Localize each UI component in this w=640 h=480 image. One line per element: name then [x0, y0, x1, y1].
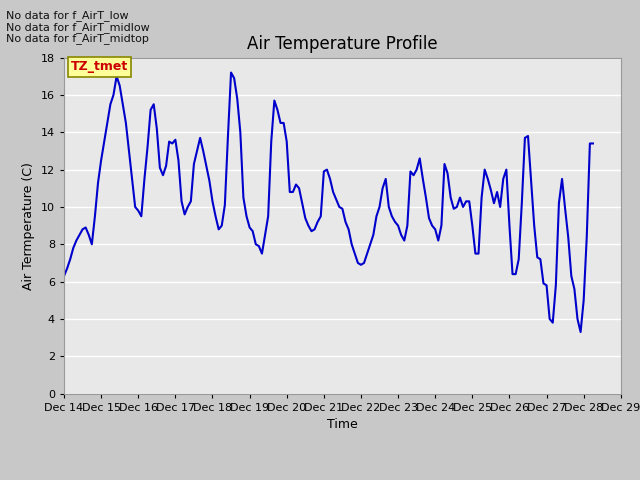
- Text: No data for f_AirT_low: No data for f_AirT_low: [6, 11, 129, 22]
- Text: No data for f_AirT_midlow: No data for f_AirT_midlow: [6, 22, 150, 33]
- Title: Air Temperature Profile: Air Temperature Profile: [247, 35, 438, 53]
- Text: No data for f_AirT_midtop: No data for f_AirT_midtop: [6, 33, 149, 44]
- Y-axis label: Air Termperature (C): Air Termperature (C): [22, 162, 35, 289]
- X-axis label: Time: Time: [327, 418, 358, 431]
- Text: TZ_tmet: TZ_tmet: [71, 60, 128, 73]
